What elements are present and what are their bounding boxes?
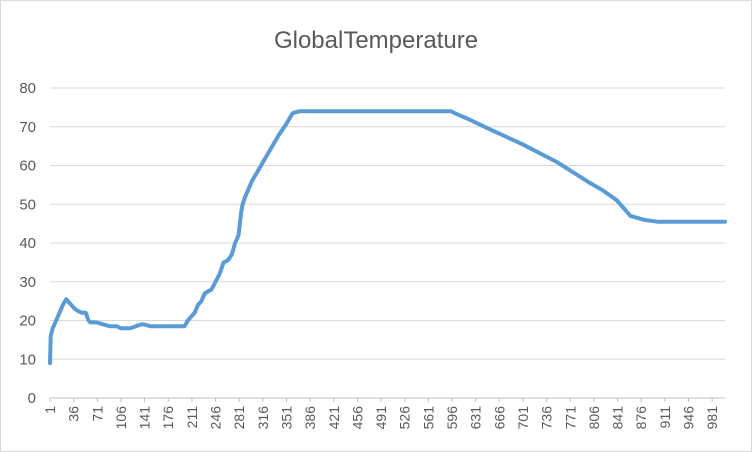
x-tick-label: 1	[42, 406, 58, 414]
x-tick-label: 596	[444, 406, 460, 430]
x-tick-label: 876	[633, 406, 649, 430]
x-tick-label: 981	[704, 406, 720, 430]
x-tick-label: 631	[468, 406, 484, 430]
series-layer	[48, 109, 727, 366]
chart-title: GlobalTemperature	[273, 27, 479, 54]
y-tick-label: 0	[28, 390, 36, 407]
y-tick-label: 40	[19, 235, 36, 252]
y-tick-label: 80	[19, 80, 36, 97]
x-tick-label: 841	[610, 406, 626, 430]
x-tick-label: 561	[420, 406, 436, 430]
series-line-0	[48, 109, 727, 366]
x-tick-label: 351	[278, 406, 294, 430]
x-tick-label: 386	[302, 406, 318, 430]
x-tick-label: 421	[326, 406, 342, 430]
y-tick-label: 60	[19, 158, 36, 175]
x-tick-label: 701	[515, 406, 531, 430]
x-tick-label: 211	[184, 406, 200, 429]
y-tick-label: 30	[19, 274, 36, 291]
y-tick-label: 50	[19, 196, 36, 213]
x-tick-label: 141	[137, 406, 153, 430]
x-tick-label: 911	[657, 406, 673, 429]
gridlines	[49, 87, 725, 402]
x-tick-label: 666	[491, 406, 507, 430]
x-tick-label: 176	[160, 406, 176, 430]
x-tick-label: 316	[255, 406, 271, 430]
x-tick-label: 526	[397, 406, 413, 430]
x-tick-label: 806	[586, 406, 602, 430]
x-tick-label: 456	[349, 406, 365, 430]
x-tick-label: 946	[681, 406, 697, 430]
x-tick-label: 491	[373, 406, 389, 430]
y-axis-ticks: 0 10 20 30 40 50 60 70 80	[19, 80, 36, 407]
x-tick-label: 246	[208, 406, 224, 430]
x-tick-label: 281	[231, 406, 247, 430]
y-tick-label: 70	[19, 119, 36, 136]
x-tick-label: 771	[562, 406, 578, 430]
x-axis-ticks: 1 36 71 106 141 176 211 246 281 316 351 386 421 456 49…	[42, 406, 720, 430]
x-tick-label: 736	[539, 406, 555, 430]
y-tick-label: 10	[19, 351, 36, 368]
x-tick-label: 106	[113, 406, 129, 430]
x-tick-label: 71	[89, 406, 105, 422]
x-tick-label: 36	[66, 406, 82, 422]
y-tick-label: 20	[19, 313, 36, 330]
